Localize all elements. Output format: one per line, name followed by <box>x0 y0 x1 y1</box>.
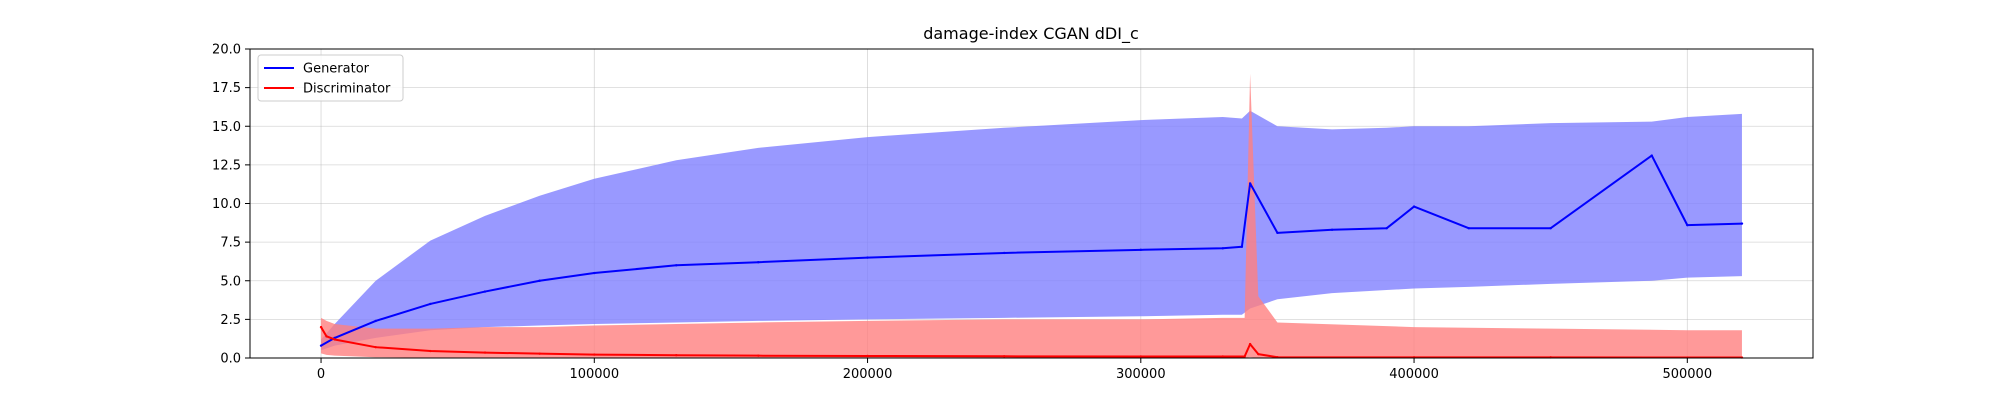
generator-point <box>1221 247 1224 250</box>
generator-point <box>1385 227 1388 230</box>
generator-point <box>483 290 487 293</box>
discriminator-range-band <box>321 73 1742 358</box>
x-tick-label: 0 <box>317 367 325 382</box>
y-tick-label: 2.5 <box>220 313 241 328</box>
x-tick-label: 500000 <box>1662 367 1712 382</box>
legend-label-generator: Generator <box>303 62 370 77</box>
y-tick-label: 12.5 <box>212 158 241 173</box>
generator-point <box>1412 205 1416 208</box>
generator-point <box>1467 227 1470 230</box>
generator-point <box>593 271 596 275</box>
discriminator-point <box>593 353 596 356</box>
generator-range-band <box>321 110 1742 351</box>
discriminator-point <box>675 354 678 357</box>
generator-point <box>1002 251 1006 255</box>
discriminator-point <box>374 345 377 349</box>
y-tick-label: 7.5 <box>220 236 241 251</box>
discriminator-point <box>319 325 323 329</box>
generator-point <box>1330 228 1334 231</box>
discriminator-point <box>1248 342 1252 346</box>
y-tick-label: 0.0 <box>220 352 241 367</box>
legend-label-discriminator: Discriminator <box>303 82 391 97</box>
generator-point <box>675 264 678 267</box>
discriminator-point <box>757 354 760 357</box>
x-tick-label: 300000 <box>1116 367 1166 382</box>
x-tick-label: 400000 <box>1389 367 1439 382</box>
generator-point <box>1686 223 1689 227</box>
x-tick-label: 200000 <box>843 367 893 382</box>
generator-point <box>538 279 541 282</box>
generator-point <box>1139 248 1143 252</box>
generator-point <box>1240 245 1244 248</box>
generator-point <box>319 344 323 347</box>
discriminator-point <box>1243 355 1246 358</box>
y-tick-label: 10.0 <box>212 197 241 212</box>
legend-box <box>257 54 404 102</box>
generator-point <box>866 256 869 259</box>
discriminator-point <box>866 354 869 358</box>
generator-point <box>1650 154 1653 157</box>
discriminator-point <box>429 349 432 353</box>
discriminator-point <box>333 338 336 341</box>
discriminator-point <box>1139 355 1143 358</box>
x-tick-label: 100000 <box>569 367 619 382</box>
generator-point <box>757 261 760 264</box>
discriminator-point <box>483 351 487 354</box>
plot-layer <box>319 73 1744 359</box>
chart-title: damage-index CGAN dDI_c <box>923 24 1139 44</box>
discriminator-line <box>320 326 1742 359</box>
discriminator-point <box>1257 352 1260 356</box>
discriminator-point <box>538 352 541 355</box>
y-tick-label: 5.0 <box>220 274 241 289</box>
generator-point <box>1740 222 1744 225</box>
y-tick-label: 15.0 <box>212 120 241 135</box>
generator-point <box>1248 182 1252 185</box>
discriminator-point <box>1221 355 1224 358</box>
legend: Generator Discriminator <box>257 54 404 102</box>
generator-point <box>1549 227 1552 230</box>
generator-line <box>320 154 1742 347</box>
discriminator-point <box>325 335 328 338</box>
generator-point <box>374 319 377 323</box>
tick-layer: 0 100000 200000 300000 400000 500000 0.0 2.5 5.0… <box>212 43 1712 383</box>
y-tick-label: 17.5 <box>212 81 241 96</box>
generator-point <box>429 302 432 306</box>
discriminator-point <box>1002 355 1006 358</box>
generator-point <box>1276 231 1279 235</box>
y-tick-label: 20.0 <box>212 43 241 58</box>
